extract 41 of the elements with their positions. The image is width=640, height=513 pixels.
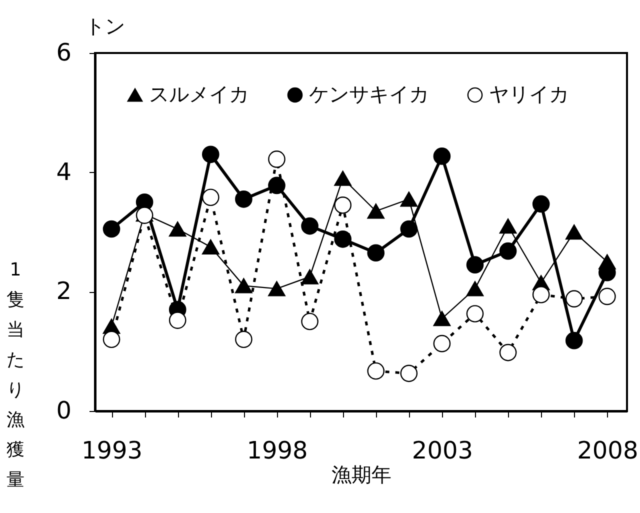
legend-label: スルメイカ [149, 82, 249, 106]
point [400, 192, 418, 207]
point [433, 310, 451, 326]
text: トン [85, 14, 125, 38]
legend-label: ケンサキイカ [309, 82, 429, 106]
y-tick-label: 6 [56, 38, 72, 66]
point [168, 221, 186, 237]
point [202, 146, 220, 164]
point [102, 220, 120, 238]
y-tick-label: 2 [56, 277, 72, 306]
x-tick-label: 2008 [577, 436, 638, 464]
point [433, 148, 451, 165]
y-tick-label: 4 [56, 158, 72, 186]
point [202, 239, 220, 254]
point [466, 256, 484, 274]
point [334, 170, 352, 186]
point [301, 269, 318, 284]
point [400, 220, 418, 238]
point [565, 332, 583, 350]
x-tick-label: 1998 [246, 436, 308, 464]
point [499, 218, 517, 234]
y-axis-title: 1隻当たり漁獲量 [6, 260, 24, 490]
point [268, 176, 286, 194]
point [532, 195, 550, 213]
point [168, 312, 186, 329]
y-tick-label: 0 [56, 396, 72, 424]
x-tick-label: 1993 [81, 436, 143, 464]
point [466, 281, 484, 296]
point [334, 230, 352, 248]
point [235, 278, 252, 294]
point [235, 190, 252, 208]
point [367, 204, 385, 219]
point [268, 281, 286, 296]
x-tick-label: 2003 [412, 436, 473, 464]
point [301, 217, 318, 235]
point [367, 244, 385, 262]
point [499, 242, 517, 260]
point [433, 334, 451, 352]
point [565, 224, 583, 240]
x-axis-title: 漁期年 [332, 462, 392, 486]
legend-label: ヤリイカ [489, 82, 569, 106]
